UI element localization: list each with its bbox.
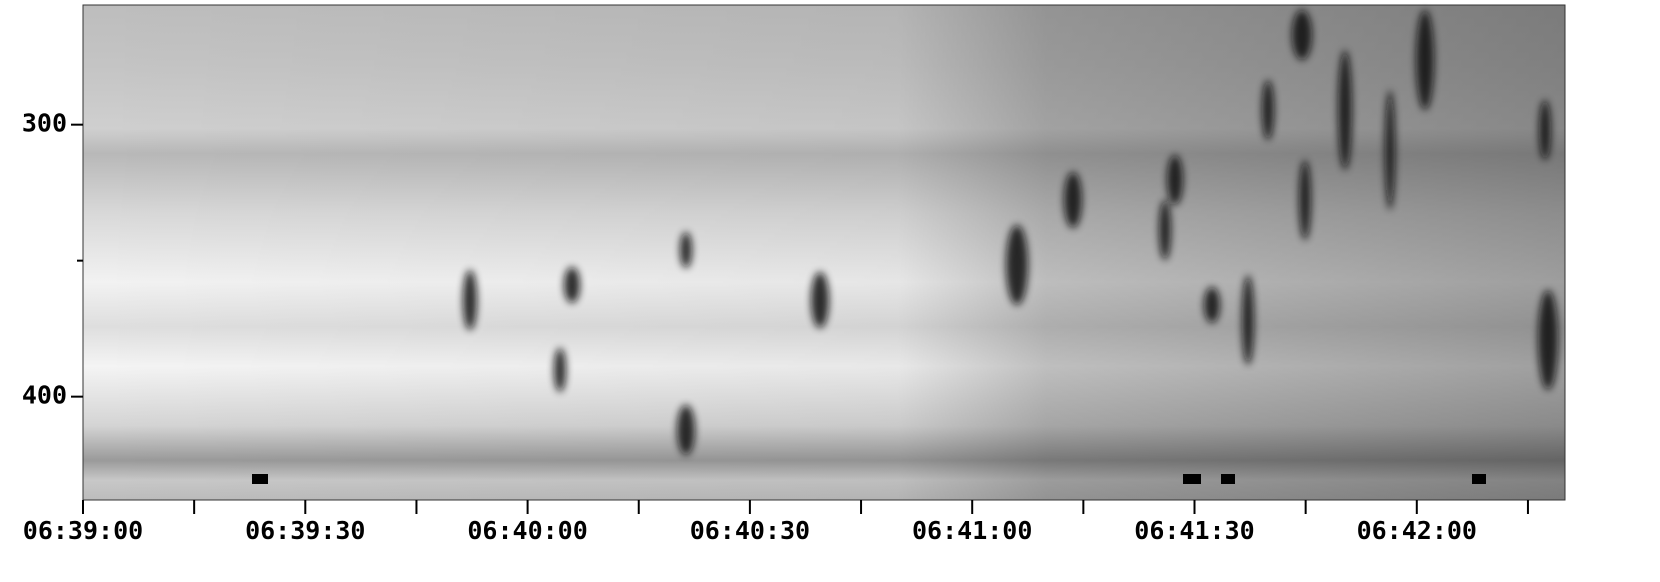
y-tick-label: 300 (22, 109, 67, 138)
x-tick-label: 06:42:00 (1357, 516, 1477, 545)
x-tick-label: 06:40:00 (467, 516, 587, 545)
y-tick-label: 400 (22, 381, 67, 410)
x-tick-label: 06:41:30 (1134, 516, 1254, 545)
x-tick-label: 06:39:30 (245, 516, 365, 545)
x-tick-label: 06:39:00 (23, 516, 143, 545)
spectrogram-image (82, 4, 1566, 501)
x-tick-label: 06:40:30 (690, 516, 810, 545)
x-tick-label: 06:41:00 (912, 516, 1032, 545)
